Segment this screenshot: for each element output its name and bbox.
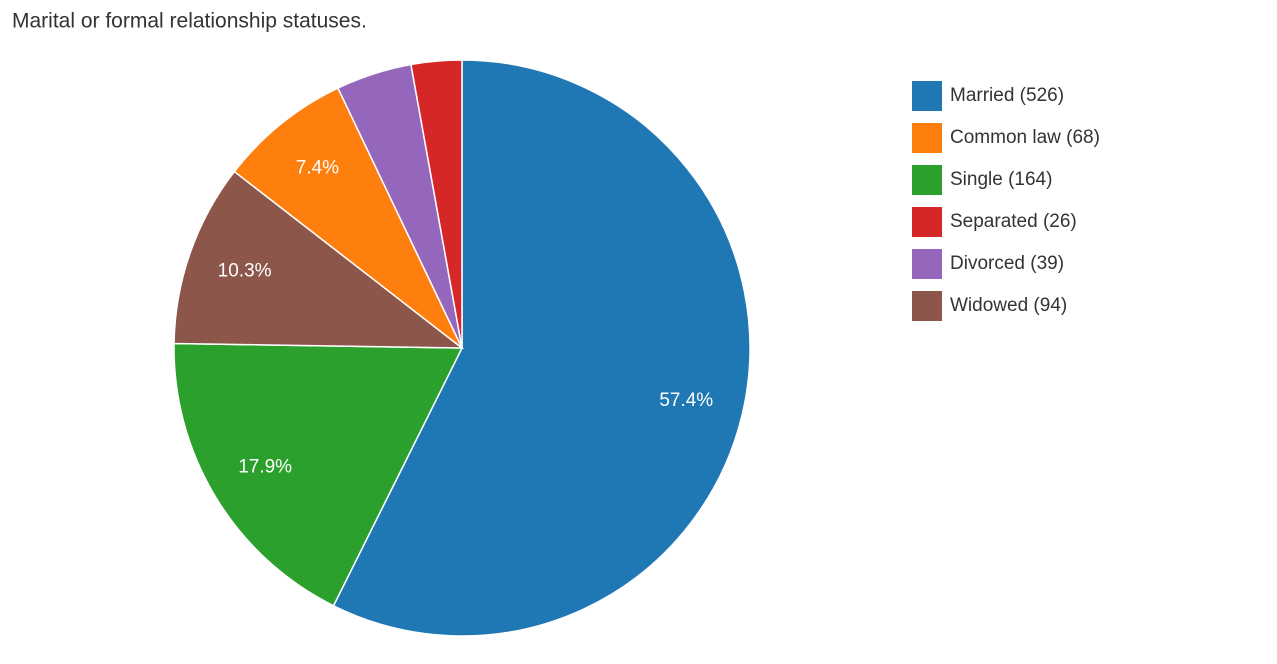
legend-label: Divorced (39) — [950, 253, 1064, 274]
legend-swatch — [912, 249, 942, 279]
legend-swatch — [912, 123, 942, 153]
legend-swatch — [912, 207, 942, 237]
legend-swatch — [912, 165, 942, 195]
legend-label: Separated (26) — [950, 211, 1077, 232]
pie-slice — [332, 59, 751, 637]
slice-label: 57.4% — [659, 390, 713, 411]
pie-slice — [173, 170, 465, 349]
pie-slice — [233, 87, 463, 349]
slice-label: 17.9% — [238, 457, 292, 478]
pie-slice — [410, 59, 463, 349]
legend-label: Single (164) — [950, 169, 1052, 190]
slice-label: 10.3% — [218, 261, 272, 282]
chart-title: Marital or formal relationship statuses. — [12, 10, 367, 33]
pie-slice — [173, 342, 464, 607]
legend-label: Widowed (94) — [950, 295, 1067, 316]
slice-label: 7.4% — [296, 158, 339, 179]
legend-label: Married (526) — [950, 85, 1064, 106]
legend-swatch — [912, 81, 942, 111]
legend-label: Common law (68) — [950, 127, 1100, 148]
legend-swatch — [912, 291, 942, 321]
